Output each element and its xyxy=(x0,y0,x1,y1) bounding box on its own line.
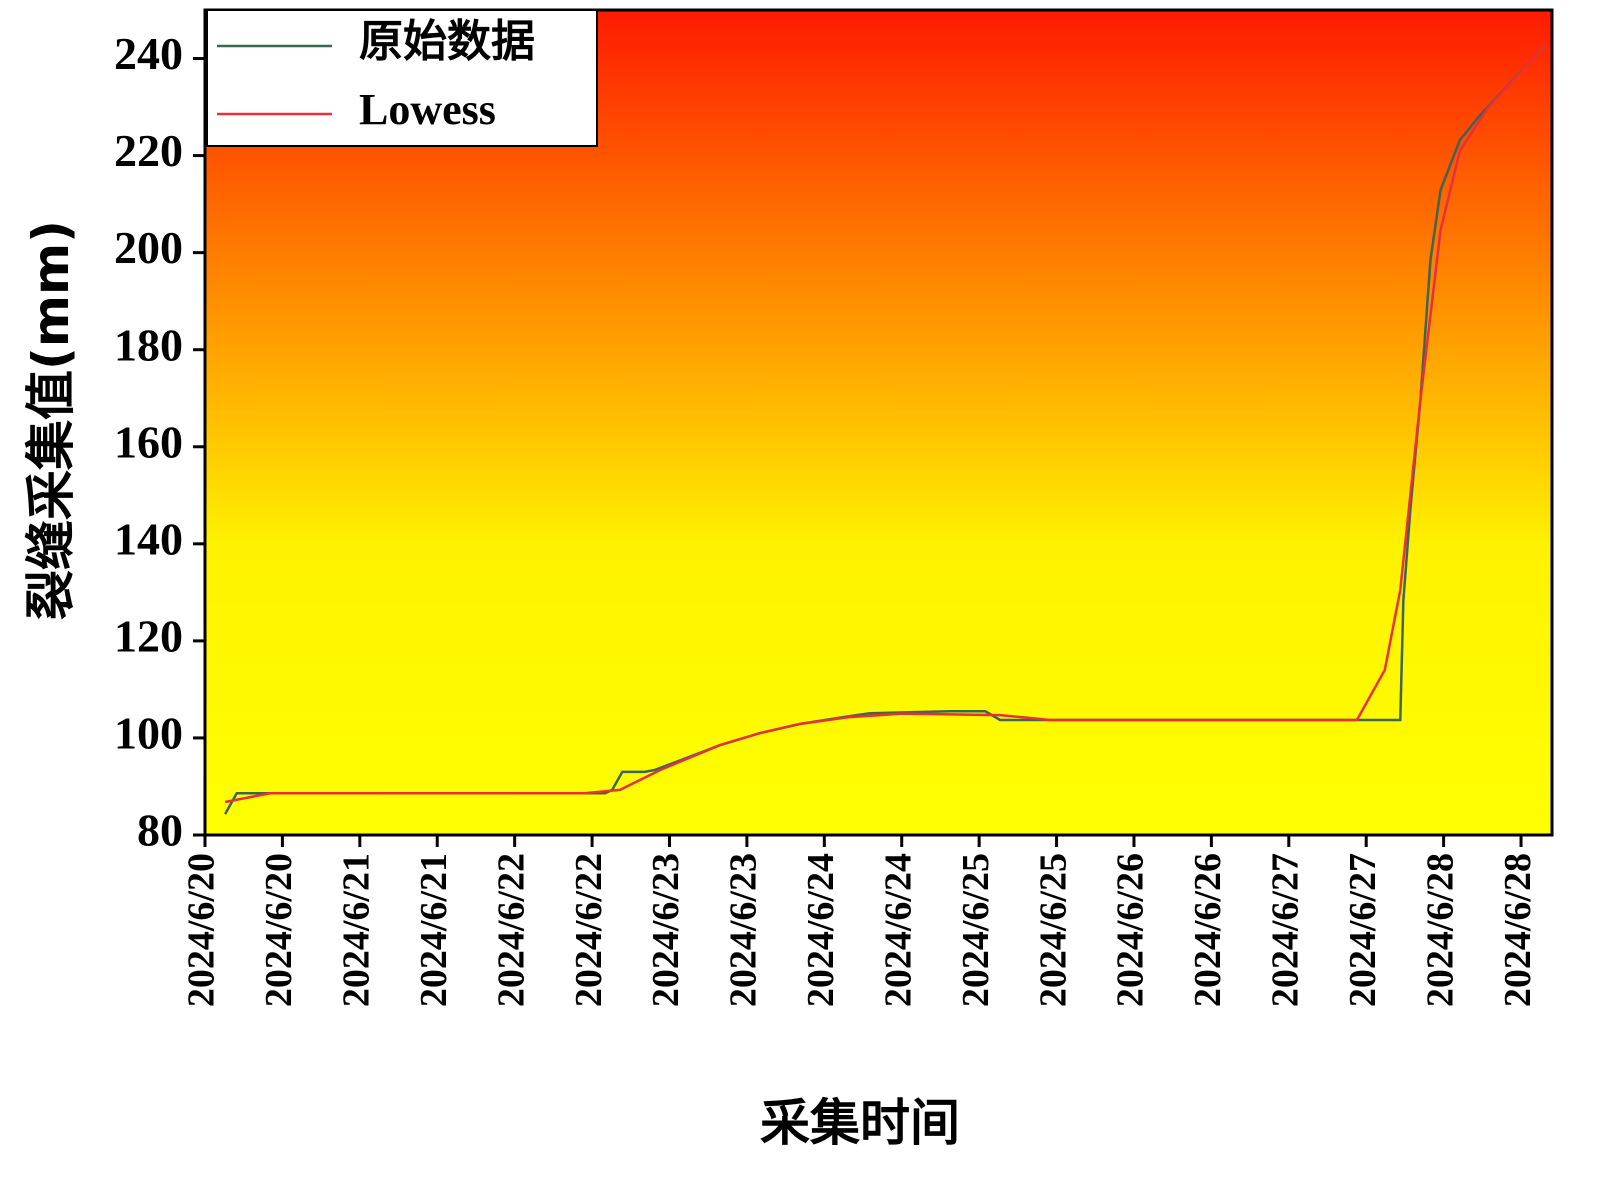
series-line xyxy=(224,44,1546,815)
x-tick-label: 2024/6/23 xyxy=(645,853,687,1007)
y-tick-label: 120 xyxy=(114,610,183,661)
x-tick-label: 2024/6/27 xyxy=(1265,853,1307,1007)
legend-box xyxy=(206,9,598,147)
x-tick-label: 2024/6/21 xyxy=(336,853,378,1007)
legend-label: Lowess xyxy=(359,85,496,134)
y-tick-label: 100 xyxy=(114,708,183,759)
y-tick-label: 80 xyxy=(137,805,183,856)
x-tick-label: 2024/6/20 xyxy=(258,853,300,1007)
plot-frame xyxy=(203,8,1554,837)
x-tick-label: 2024/6/25 xyxy=(955,853,997,1007)
legend-label: 原始数据 xyxy=(359,17,535,66)
x-tick-label: 2024/6/22 xyxy=(490,853,532,1007)
x-tick-label: 2024/6/27 xyxy=(1342,853,1384,1007)
y-tick-label: 220 xyxy=(114,125,183,176)
y-tick-label: 240 xyxy=(114,28,183,79)
x-tick-label: 2024/6/28 xyxy=(1419,853,1461,1007)
x-tick-label: 2024/6/24 xyxy=(800,853,842,1007)
x-tick-label: 2024/6/28 xyxy=(1497,853,1539,1007)
x-tick-label: 2024/6/26 xyxy=(1187,853,1229,1007)
plot-background xyxy=(205,10,1552,835)
x-tick-label: 2024/6/21 xyxy=(413,853,455,1007)
x-axis-title: 采集时间 xyxy=(760,1094,960,1152)
y-tick-label: 180 xyxy=(114,319,183,370)
x-tick-label: 2024/6/25 xyxy=(1032,853,1074,1007)
y-tick-label: 200 xyxy=(114,222,183,273)
y-tick-label: 160 xyxy=(114,416,183,467)
x-tick-label: 2024/6/23 xyxy=(723,853,765,1007)
x-tick-label: 2024/6/24 xyxy=(877,853,919,1007)
series-line xyxy=(224,44,1546,804)
x-tick-label: 2024/6/22 xyxy=(568,853,610,1007)
y-axis-title: 裂缝采集值(mm) xyxy=(22,220,80,620)
x-tick-label: 2024/6/20 xyxy=(181,853,223,1007)
x-tick-label: 2024/6/26 xyxy=(1110,853,1152,1007)
y-tick-label: 140 xyxy=(114,513,183,564)
